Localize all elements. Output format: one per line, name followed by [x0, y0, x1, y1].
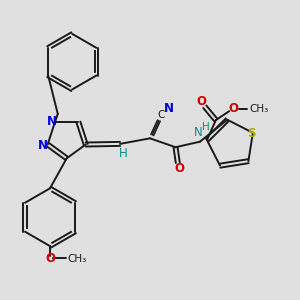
Text: O: O — [45, 252, 55, 265]
Text: CH₃: CH₃ — [68, 254, 87, 264]
Text: N: N — [164, 102, 174, 115]
Text: N: N — [46, 115, 57, 128]
Text: N: N — [194, 126, 202, 139]
Text: O: O — [174, 162, 184, 175]
Text: C: C — [158, 110, 165, 120]
Text: CH₃: CH₃ — [249, 104, 268, 114]
Text: H: H — [119, 147, 128, 161]
Text: H: H — [202, 122, 209, 132]
Text: N: N — [38, 139, 48, 152]
Text: O: O — [196, 95, 206, 108]
Text: O: O — [229, 103, 238, 116]
Text: S: S — [248, 128, 256, 140]
